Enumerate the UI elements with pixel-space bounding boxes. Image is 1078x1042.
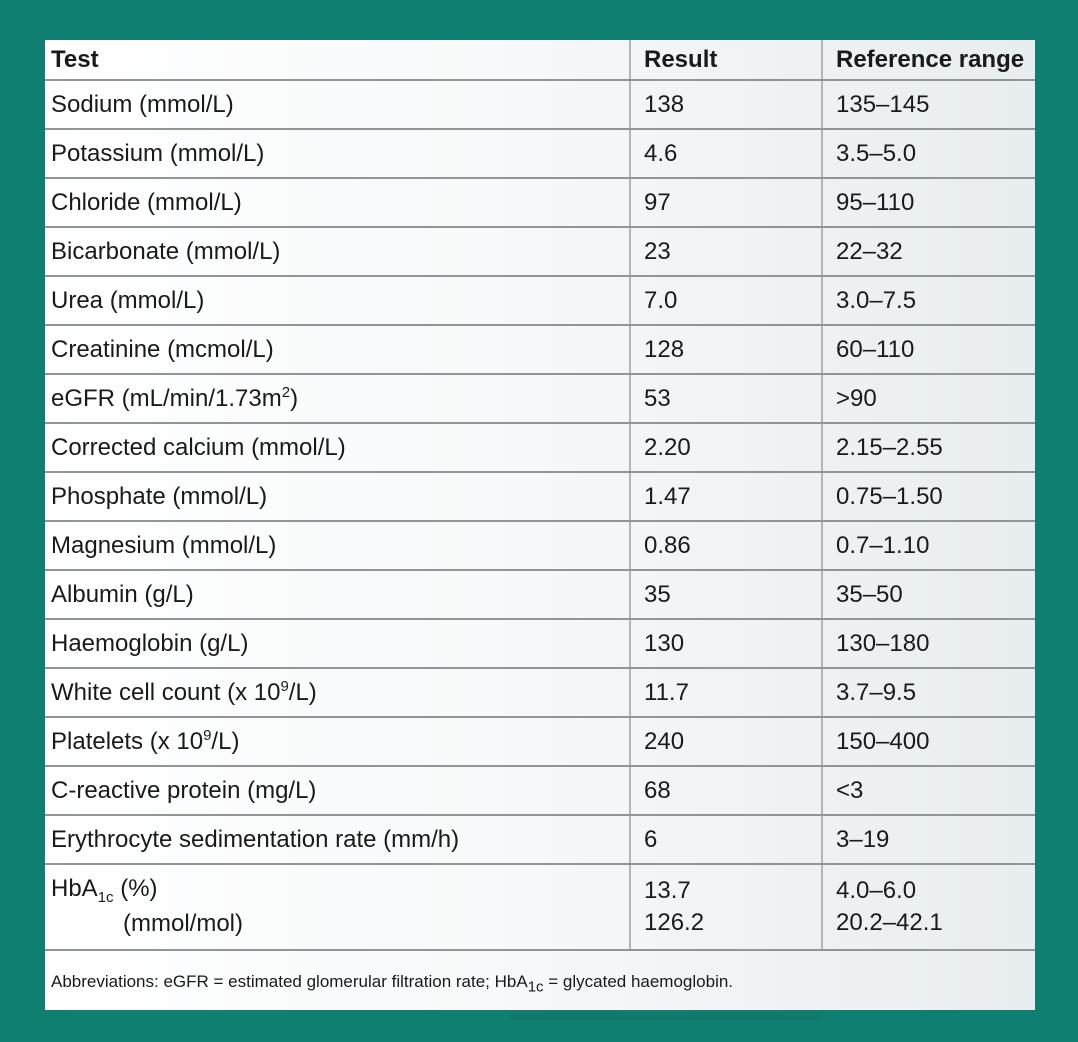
table-row: Haemoglobin (g/L) 130 130–180 [45,619,1035,669]
result-cell: 130 [629,619,822,669]
header-result: Result [629,40,822,81]
table-row: Urea (mmol/L) 7.0 3.0–7.5 [45,276,1035,326]
table-header-row: Test Result Reference range [45,40,1035,81]
test-name-cell: Albumin (g/L) [45,570,630,620]
table-row: Phosphate (mmol/L) 1.47 0.75–1.50 [45,472,1035,522]
table-body: Sodium (mmol/L) 138 135–145 Potassium (mmol… [45,80,1035,951]
test-name-cell: eGFR (mL/min/1.73m2) [45,374,630,424]
test-name-text: Platelets (x 10 [51,728,204,755]
result-cell: 68 [629,766,822,816]
reference-range-cell: 135–145 [821,80,1035,130]
test-name-cell: Chloride (mmol/L) [45,178,630,228]
table-row: Platelets (x 109/L) 240 150–400 [45,717,1035,767]
lab-results-card: Test Result Reference range Sodium (mmol… [45,40,1035,1010]
decorative-strip [510,1012,820,1020]
test-name-superscript: 2 [281,384,291,401]
reference-range-cell: 3.5–5.0 [821,129,1035,179]
hba1c-result-percent: 13.7 [644,876,691,904]
table-row: Creatinine (mcmol/L) 128 60–110 [45,325,1035,375]
test-name-cell: Erythrocyte sedimentation rate (mm/h) [45,815,630,865]
test-name-cell: Phosphate (mmol/L) [45,472,630,522]
table-row: Chloride (mmol/L) 97 95–110 [45,178,1035,228]
result-cell: 2.20 [629,423,822,473]
reference-range-cell: >90 [821,374,1035,424]
test-name-cell: Platelets (x 109/L) [45,717,630,767]
result-cell: 23 [629,227,822,277]
reference-range-cell: <3 [821,766,1035,816]
result-cell: 4.6 [629,129,822,179]
table-row: C-reactive protein (mg/L) 68 <3 [45,766,1035,816]
result-cell: 13.7 126.2 [629,864,822,951]
table-row: Erythrocyte sedimentation rate (mm/h) 6 3–… [45,815,1035,865]
test-name-cell: Corrected calcium (mmol/L) [45,423,630,473]
result-cell: 1.47 [629,472,822,522]
hba1c-ref-percent: 4.0–6.0 [836,876,917,904]
reference-range-cell: 95–110 [821,178,1035,228]
table-row: Magnesium (mmol/L) 0.86 0.7–1.10 [45,521,1035,571]
hba1c-label-line: HbA1c (%) [51,873,629,908]
reference-range-cell: 3.7–9.5 [821,668,1035,718]
result-cell: 6 [629,815,822,865]
header-test: Test [45,40,630,81]
result-cell: 138 [629,80,822,130]
hba1c-ref-mmol: 20.2–42.1 [836,909,943,936]
footnote-subscript: 1c [527,978,544,996]
test-name-cell: C-reactive protein (mg/L) [45,766,630,816]
result-cell: 128 [629,325,822,375]
table-row: White cell count (x 109/L) 11.7 3.7–9.5 [45,668,1035,718]
table-row: Bicarbonate (mmol/L) 23 22–32 [45,227,1035,277]
table-row: Potassium (mmol/L) 4.6 3.5–5.0 [45,129,1035,179]
hba1c-unit-percent: (%) [113,875,158,903]
result-cell: 35 [629,570,822,620]
test-name-text-end: /L) [211,728,240,755]
reference-range-cell: 0.75–1.50 [821,472,1035,522]
test-name-cell: HbA1c (%) (mmol/mol) [45,864,630,951]
result-cell: 97 [629,178,822,228]
reference-range-cell: 22–32 [821,227,1035,277]
reference-range-cell: 60–110 [821,325,1035,375]
test-name-cell: Creatinine (mcmol/L) [45,325,630,375]
reference-range-cell: 3–19 [821,815,1035,865]
table-row: eGFR (mL/min/1.73m2) 53 >90 [45,374,1035,424]
reference-range-cell: 2.15–2.55 [821,423,1035,473]
test-name-superscript: 9 [203,727,212,744]
hba1c-unit-mmol: (mmol/mol) [123,910,243,938]
result-cell: 11.7 [629,668,822,718]
test-name-cell: White cell count (x 109/L) [45,668,630,718]
footnote-text-end: = glycated haemoglobin. [543,972,734,991]
header-reference-range: Reference range [821,40,1035,81]
reference-range-cell: 4.0–6.0 20.2–42.1 [821,864,1035,951]
test-name-cell: Sodium (mmol/L) [45,80,630,130]
lab-results-table: Test Result Reference range Sodium (mmol… [45,40,1035,951]
test-name-text: eGFR (mL/min/1.73m [51,385,282,412]
reference-range-cell: 35–50 [821,570,1035,620]
hba1c-result-mmol: 126.2 [644,909,705,936]
test-name-text-end: ) [290,385,299,412]
hba1c-label: HbA [51,875,98,903]
result-cell: 240 [629,717,822,767]
test-name-cell: Urea (mmol/L) [45,276,630,326]
footnote-text: Abbreviations: eGFR = estimated glomerul… [51,972,528,991]
hba1c-subscript: 1c [97,889,114,907]
reference-range-cell: 3.0–7.5 [821,276,1035,326]
test-name-cell: Haemoglobin (g/L) [45,619,630,669]
reference-range-cell: 150–400 [821,717,1035,767]
result-cell: 53 [629,374,822,424]
reference-range-cell: 0.7–1.10 [821,521,1035,571]
test-name-text-end: /L) [288,679,317,706]
result-cell: 7.0 [629,276,822,326]
reference-range-cell: 130–180 [821,619,1035,669]
table-row: Corrected calcium (mmol/L) 2.20 2.15–2.55 [45,423,1035,473]
result-cell: 0.86 [629,521,822,571]
test-name-cell: Magnesium (mmol/L) [45,521,630,571]
test-name-text: White cell count (x 10 [51,679,281,706]
test-name-superscript: 9 [280,678,289,695]
table-row: Sodium (mmol/L) 138 135–145 [45,80,1035,130]
table-row: Albumin (g/L) 35 35–50 [45,570,1035,620]
test-name-cell: Potassium (mmol/L) [45,129,630,179]
table-row-hba1c: HbA1c (%) (mmol/mol) 13.7 126.2 4.0–6.0 20.2–… [45,864,1035,951]
abbreviations-footnote: Abbreviations: eGFR = estimated glomerul… [51,972,733,995]
test-name-cell: Bicarbonate (mmol/L) [45,227,630,277]
